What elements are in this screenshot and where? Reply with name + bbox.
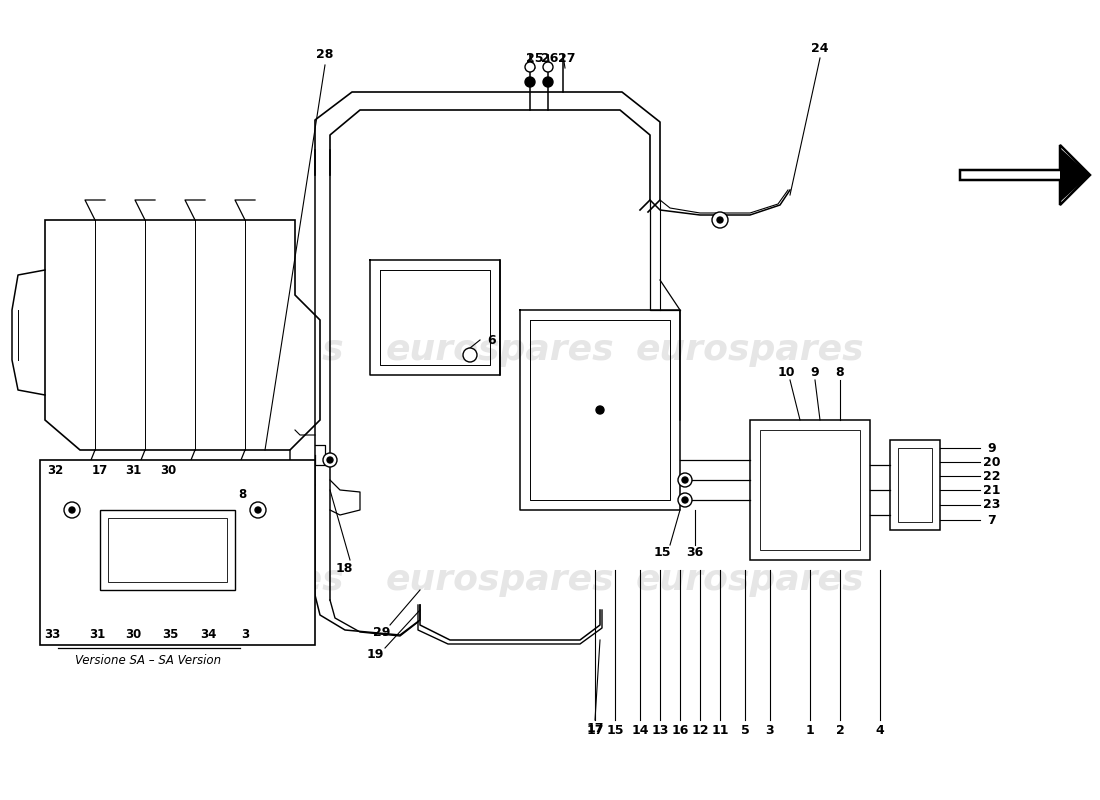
Text: eurospares: eurospares [116,563,344,597]
Circle shape [69,507,75,513]
Text: 33: 33 [44,629,60,642]
Text: 15: 15 [653,546,671,558]
Text: 19: 19 [366,649,384,662]
Text: 9: 9 [988,442,997,454]
Text: 8: 8 [836,366,845,378]
Text: 17: 17 [586,722,604,734]
Bar [100,510,235,590]
Text: 17: 17 [92,463,108,477]
Text: 24: 24 [812,42,828,54]
Circle shape [717,217,723,223]
Text: 17: 17 [586,723,604,737]
Text: 30: 30 [160,463,176,477]
Text: 35: 35 [162,629,178,642]
Text: 1: 1 [805,723,814,737]
Text: eurospares: eurospares [636,333,865,367]
Circle shape [678,493,692,507]
Text: 14: 14 [631,723,649,737]
Text: 4: 4 [876,723,884,737]
Polygon shape [1060,148,1090,202]
Text: eurospares: eurospares [636,563,865,597]
Text: 26: 26 [541,51,559,65]
Circle shape [525,77,535,87]
Text: 20: 20 [983,455,1001,469]
Text: eurospares: eurospares [386,333,614,367]
Circle shape [463,348,477,362]
Text: 2: 2 [836,723,845,737]
Text: 30: 30 [125,629,141,642]
Text: 3: 3 [766,723,774,737]
Bar [40,460,315,645]
Circle shape [596,406,604,414]
Text: 34: 34 [200,629,217,642]
Polygon shape [890,440,940,530]
Text: 15: 15 [606,723,624,737]
Bar [108,518,227,582]
Text: 36: 36 [686,546,704,558]
Polygon shape [960,145,1090,205]
Text: 28: 28 [317,49,333,62]
Text: 23: 23 [983,498,1001,511]
Text: eurospares: eurospares [386,563,614,597]
Circle shape [525,62,535,72]
Circle shape [712,212,728,228]
Text: 10: 10 [778,366,794,378]
Text: 3: 3 [241,629,249,642]
Text: 18: 18 [336,562,353,574]
Text: Versione SA – SA Version: Versione SA – SA Version [75,654,221,666]
Circle shape [682,477,688,483]
Text: 21: 21 [983,483,1001,497]
Polygon shape [750,420,870,560]
Text: eurospares: eurospares [116,333,344,367]
Text: 29: 29 [373,626,390,638]
Circle shape [327,457,333,463]
Text: 8: 8 [238,489,246,502]
Text: 27: 27 [558,51,575,65]
Polygon shape [45,220,320,450]
Text: 9: 9 [811,366,819,378]
Text: 7: 7 [988,514,997,526]
Text: 13: 13 [651,723,669,737]
Circle shape [250,502,266,518]
Circle shape [64,502,80,518]
Text: 32: 32 [47,463,63,477]
Circle shape [543,62,553,72]
Polygon shape [760,430,860,550]
Circle shape [678,473,692,487]
Text: 16: 16 [671,723,689,737]
Text: 31: 31 [125,463,141,477]
Circle shape [255,507,261,513]
Circle shape [682,497,688,503]
Text: 31: 31 [89,629,106,642]
Circle shape [543,77,553,87]
Text: 6: 6 [487,334,496,346]
Text: 5: 5 [740,723,749,737]
Text: 22: 22 [983,470,1001,482]
Text: 11: 11 [712,723,728,737]
Circle shape [323,453,337,467]
Polygon shape [898,448,932,522]
Text: 12: 12 [691,723,708,737]
Text: 25: 25 [526,51,543,65]
